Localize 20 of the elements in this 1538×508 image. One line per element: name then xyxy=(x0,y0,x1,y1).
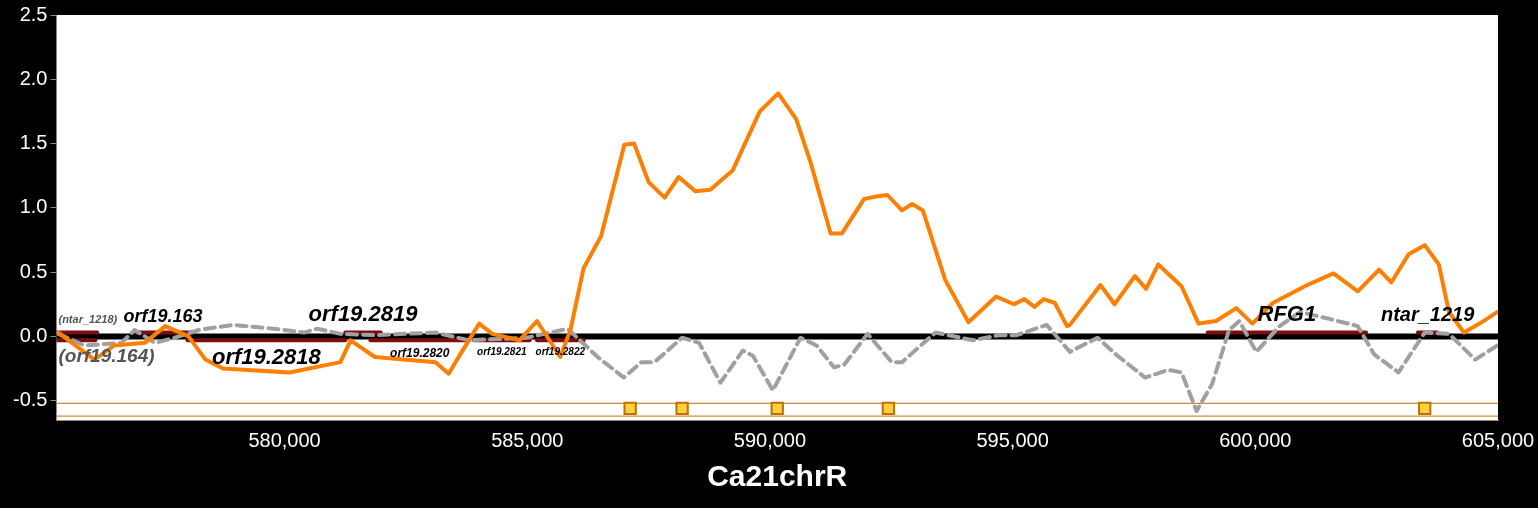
y-tick-label: 1.0 xyxy=(19,195,48,218)
series-label: orf19.2820 xyxy=(390,345,450,360)
x-tick-label: 605,000 xyxy=(1461,428,1535,451)
series-label: orf19.163 xyxy=(123,305,203,326)
y-tick-label: 0.0 xyxy=(19,323,48,346)
series-label: (ntar_1218) xyxy=(58,313,118,326)
x-tick-label: 595,000 xyxy=(976,428,1049,451)
x-tick-label: 580,000 xyxy=(248,428,321,451)
y-tick-label: 2.0 xyxy=(19,66,48,89)
series-label: orf19.2819 xyxy=(308,300,419,326)
x-axis-title: Ca21chrR xyxy=(707,459,848,493)
x-tick-label: 600,000 xyxy=(1219,428,1292,451)
y-tick-label: 0.5 xyxy=(19,259,48,282)
x-tick-label: 590,000 xyxy=(733,428,807,451)
series-label: orf19.2818 xyxy=(211,344,322,370)
series-label: orf19.2821 xyxy=(477,346,527,358)
y-tick-label: -0.5 xyxy=(12,388,48,411)
y-tick-label: 2.5 xyxy=(19,2,48,25)
y-tick-label: 1.5 xyxy=(19,131,48,154)
x-tick-label: 585,000 xyxy=(491,428,564,451)
